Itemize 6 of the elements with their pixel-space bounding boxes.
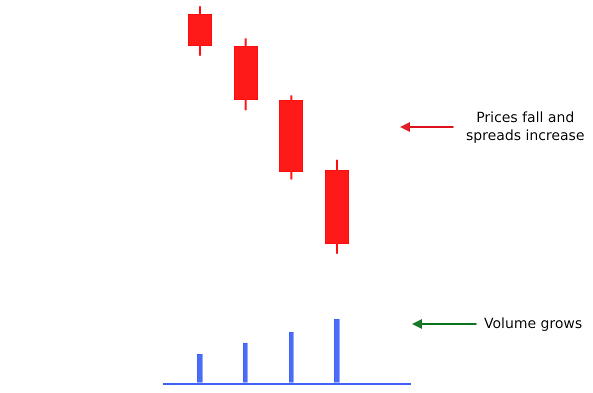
text: Prices fall and spreads increase (466, 110, 584, 144)
text: Volume grows (484, 316, 582, 332)
candlestick (279, 94, 303, 180)
candlestick (188, 5, 212, 57)
candlestick (325, 158, 349, 255)
candlestick (234, 37, 258, 112)
